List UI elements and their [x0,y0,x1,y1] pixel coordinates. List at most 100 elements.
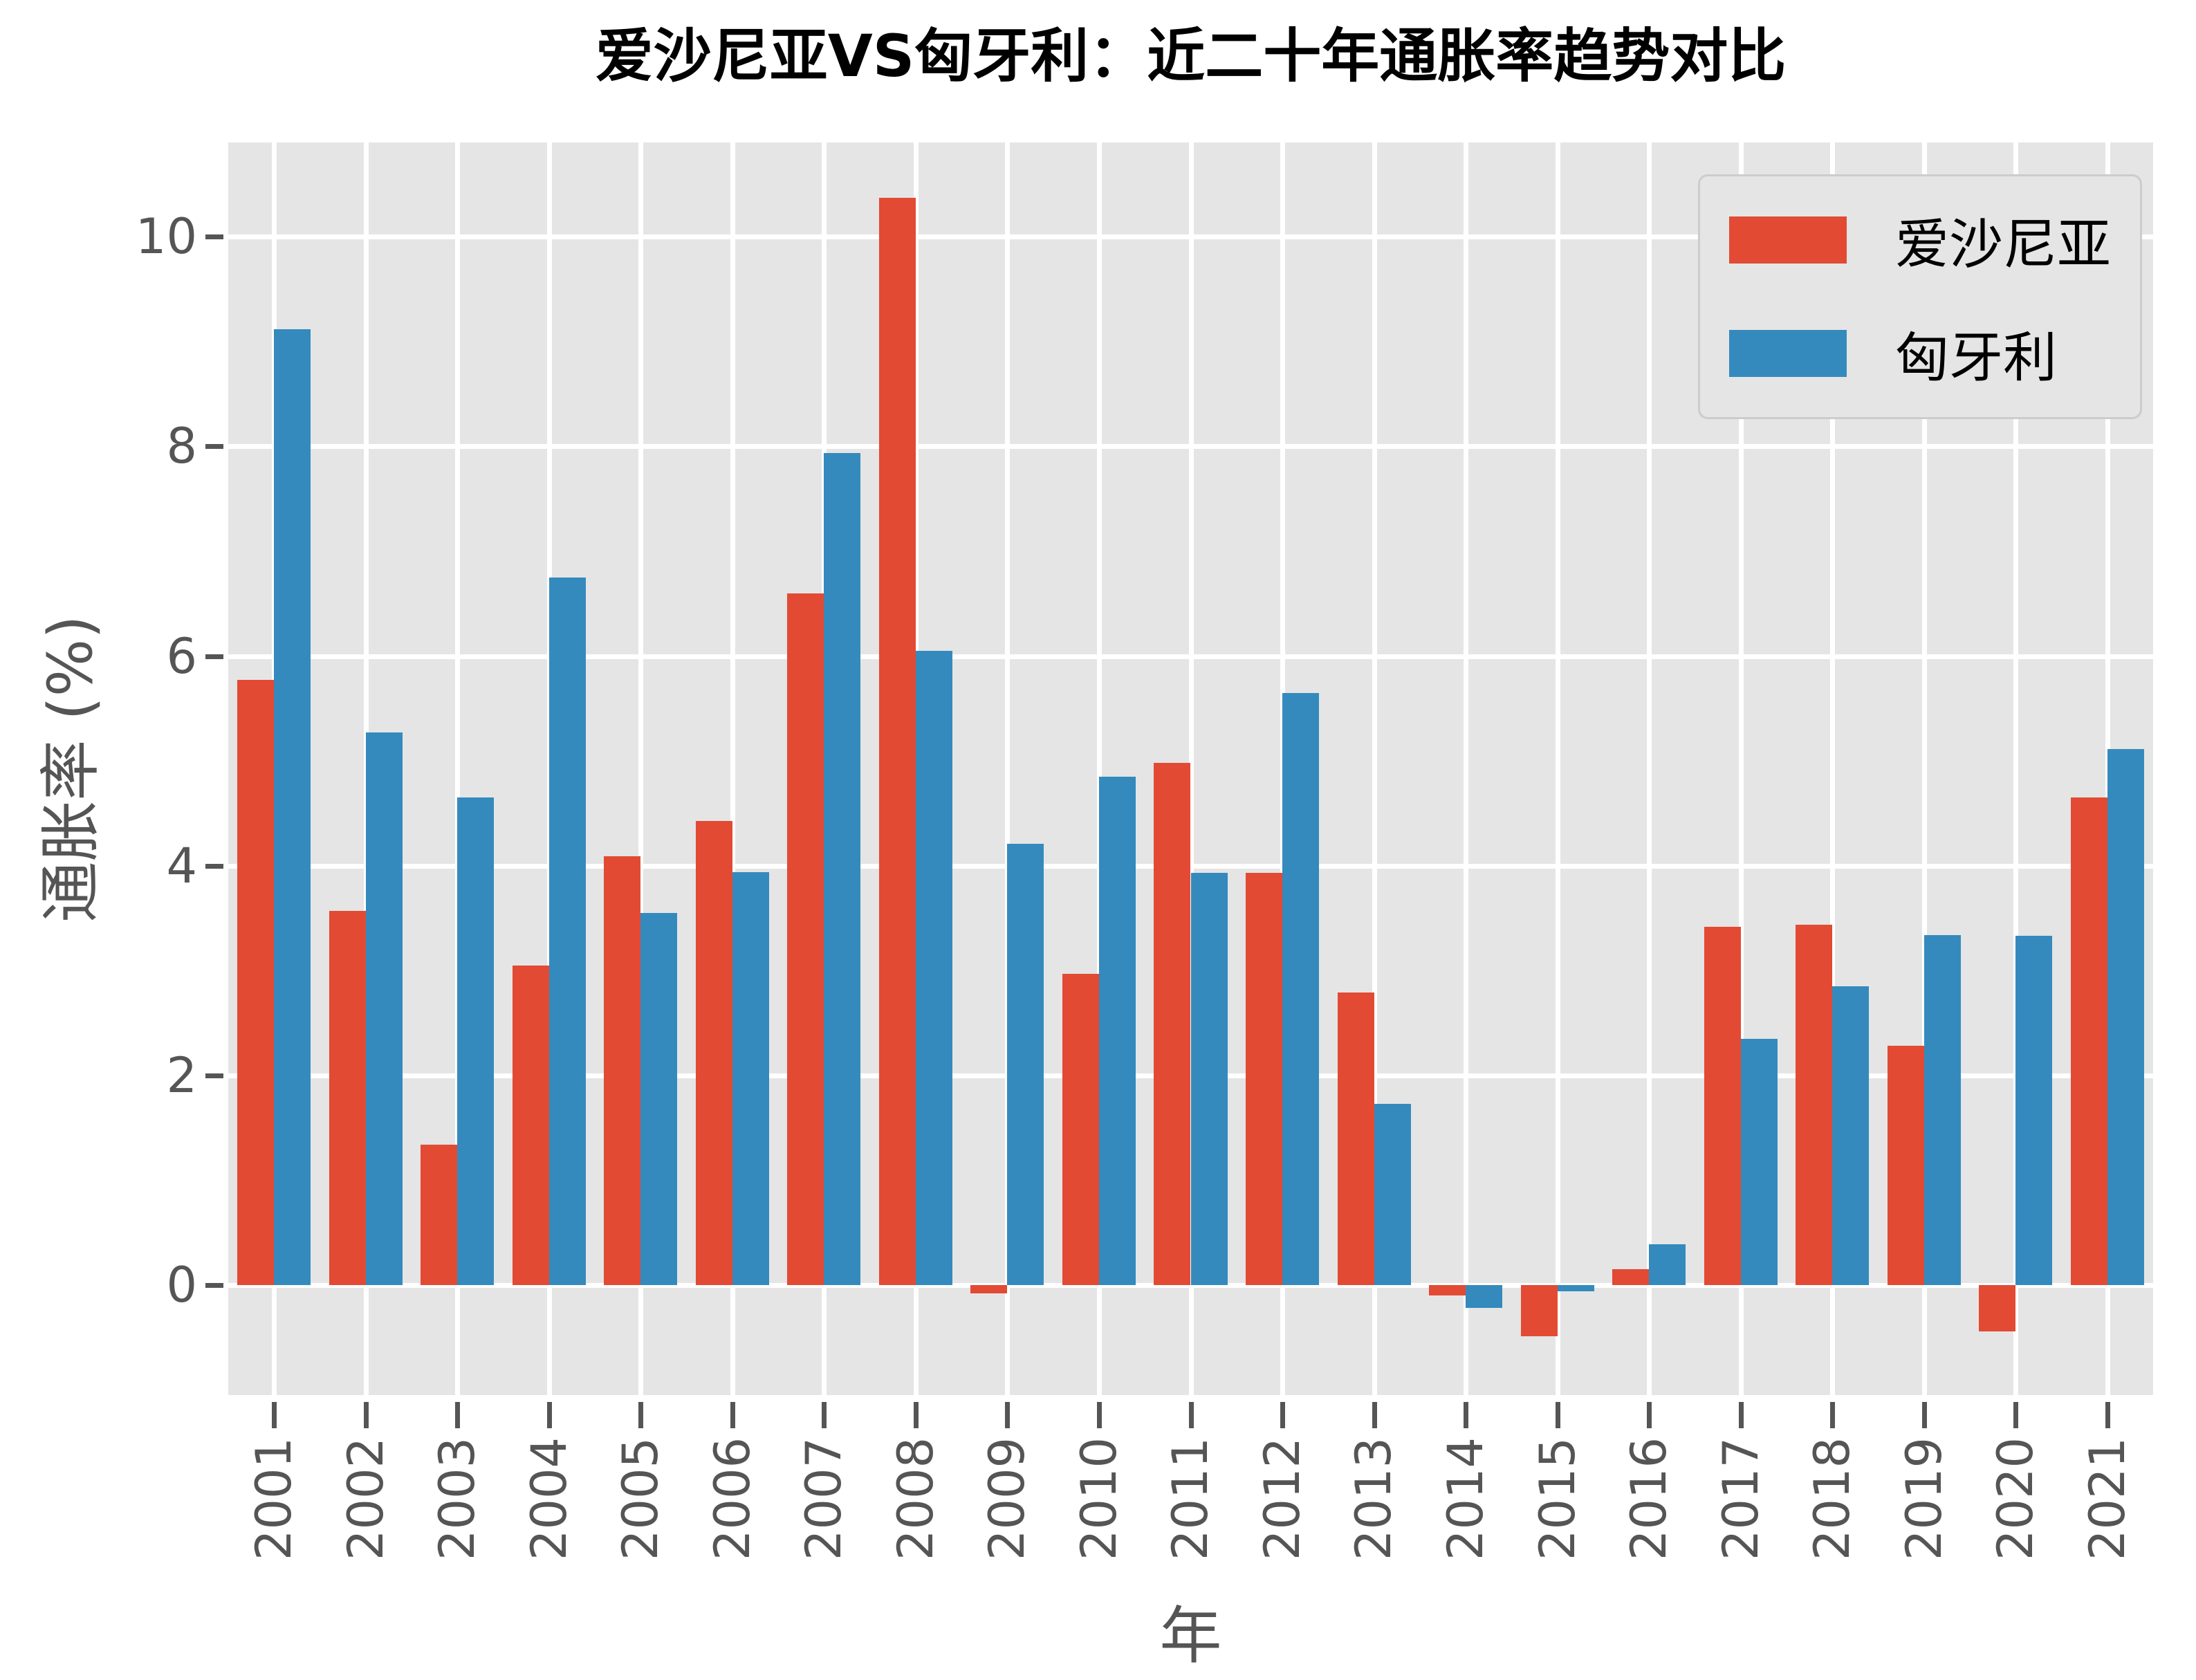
x-tick-label: 2021 [2078,1437,2136,1561]
gridline-vertical [1738,142,1744,1395]
x-tick-label: 2002 [337,1437,394,1561]
x-tick-mark [1647,1402,1652,1428]
bar-匈牙利-2008 [915,651,952,1285]
x-tick-mark [1830,1402,1836,1428]
y-tick-mark [205,654,223,659]
bar-匈牙利-2017 [1740,1038,1778,1285]
bar-匈牙利-2002 [365,732,403,1285]
x-tick-mark [822,1402,827,1428]
x-tick-label: 2009 [979,1437,1036,1561]
bar-匈牙利-2009 [1007,843,1044,1285]
bar-匈牙利-2016 [1649,1244,1686,1285]
legend-swatch-estonia [1728,216,1847,264]
bar-匈牙利-2001 [274,329,311,1285]
gridline-vertical [1464,142,1469,1395]
bar-匈牙利-2021 [2107,749,2144,1285]
x-tick-mark [546,1402,552,1428]
gridline-vertical [1921,142,1927,1395]
bar-爱沙尼亚-2002 [329,910,366,1285]
bar-匈牙利-2007 [824,452,861,1285]
x-tick-mark [2105,1402,2110,1428]
bar-爱沙尼亚-2007 [787,593,824,1285]
bar-匈牙利-2015 [1557,1284,1594,1291]
y-tick-label: 10 [135,208,197,266]
x-tick-mark [1005,1402,1011,1428]
bar-匈牙利-2005 [640,912,678,1285]
x-tick-label: 2019 [1895,1437,1953,1561]
bar-爱沙尼亚-2005 [604,856,641,1285]
x-tick-label: 2010 [1070,1437,1127,1561]
y-tick-mark [205,234,223,240]
y-tick-label: 6 [166,627,197,685]
x-tick-label: 2016 [1621,1437,1678,1561]
gridline-vertical [1372,142,1377,1395]
gridline-vertical [638,142,644,1395]
chart-title: 爱沙尼亚VS匈牙利：近二十年通胀率趋势对比 [595,22,1787,90]
y-tick-mark [205,1073,223,1078]
x-tick-label: 2012 [1254,1437,1311,1561]
bar-爱沙尼亚-2010 [1062,973,1099,1285]
bar-匈牙利-2018 [1832,986,1870,1285]
bar-爱沙尼亚-2021 [2070,797,2107,1285]
y-tick-label: 8 [166,418,197,475]
legend-label-hungary: 匈牙利 [1894,327,2057,389]
x-tick-mark [638,1402,644,1428]
x-axis: 2001 2002 2003 2004 2005 2006 2007 2008 2009 2010… [228,1395,2153,1623]
bar-匈牙利-2014 [1466,1284,1503,1309]
gridline-vertical [1830,142,1836,1395]
bar-爱沙尼亚-2017 [1704,926,1741,1285]
bar-匈牙利-2010 [1098,776,1136,1285]
x-tick-label: 2011 [1162,1437,1219,1561]
gridline-vertical [730,142,735,1395]
x-tick-mark [1372,1402,1377,1428]
x-tick-mark [730,1402,735,1428]
bar-爱沙尼亚-2003 [421,1144,458,1285]
bar-匈牙利-2003 [457,797,495,1285]
gridline-vertical [1647,142,1652,1395]
legend: 爱沙尼亚 匈牙利 [1697,174,2142,419]
bar-爱沙尼亚-2019 [1887,1046,1924,1285]
x-tick-label: 2008 [887,1437,944,1561]
bar-匈牙利-2019 [1923,934,1961,1285]
x-tick-label: 2004 [520,1437,578,1561]
bar-匈牙利-2013 [1374,1103,1411,1285]
x-axis-title: 年 [1159,1600,1222,1672]
bar-爱沙尼亚-2011 [1154,763,1191,1285]
bar-爱沙尼亚-2018 [1796,924,1833,1285]
plot-area: 爱沙尼亚 匈牙利 [228,142,2153,1395]
x-tick-mark [363,1402,369,1428]
x-tick-label: 2014 [1437,1437,1495,1561]
y-tick-mark [205,863,223,869]
x-tick-mark [1188,1402,1194,1428]
bar-匈牙利-2011 [1190,873,1228,1285]
gridline-vertical [1555,142,1560,1395]
x-tick-mark [1464,1402,1469,1428]
x-tick-label: 2007 [795,1437,853,1561]
x-tick-label: 2015 [1529,1437,1586,1561]
bar-爱沙尼亚-2004 [512,965,549,1285]
x-tick-label: 2003 [429,1437,486,1561]
bar-爱沙尼亚-2020 [1979,1284,2016,1331]
bar-爱沙尼亚-2014 [1429,1284,1466,1295]
bar-爱沙尼亚-2016 [1612,1269,1650,1285]
x-tick-label: 2006 [703,1437,761,1561]
y-tick-label: 0 [166,1256,197,1313]
x-tick-mark [1921,1402,1927,1428]
bar-爱沙尼亚-2001 [237,680,275,1285]
x-tick-label: 2017 [1712,1437,1769,1561]
y-tick-mark [205,444,223,450]
gridline-vertical [1005,142,1011,1395]
legend-item-estonia: 爱沙尼亚 [1728,201,2111,279]
gridline-vertical [1188,142,1194,1395]
bar-爱沙尼亚-2006 [695,820,732,1285]
bar-爱沙尼亚-2009 [970,1284,1008,1293]
x-tick-mark [1096,1402,1102,1428]
x-tick-label: 2020 [1987,1437,2045,1561]
bar-爱沙尼亚-2015 [1520,1284,1558,1337]
bar-匈牙利-2004 [548,577,586,1285]
y-tick-mark [205,1282,223,1288]
bar-爱沙尼亚-2008 [878,198,916,1285]
y-tick-label: 2 [166,1046,197,1104]
x-tick-mark [2013,1402,2019,1428]
